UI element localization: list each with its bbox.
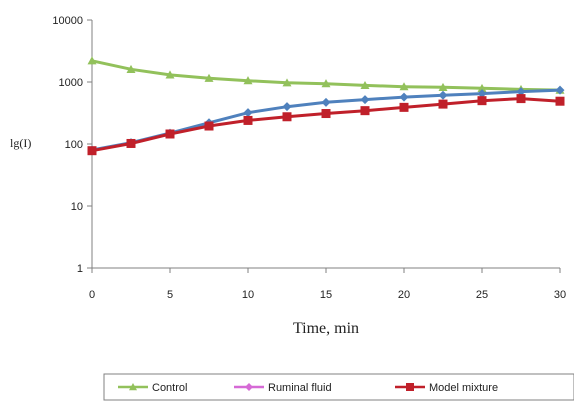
data-point	[165, 129, 175, 139]
data-point	[555, 96, 565, 106]
data-point	[321, 109, 331, 119]
legend-marker	[245, 383, 253, 391]
data-point	[126, 64, 136, 73]
data-point	[282, 78, 292, 87]
legend-label: Model mixture	[429, 382, 498, 394]
x-tick-label: 30	[554, 289, 566, 301]
data-point	[477, 96, 487, 106]
x-tick-label: 0	[89, 289, 95, 301]
data-point	[438, 90, 448, 100]
series-0	[87, 56, 565, 94]
data-point	[165, 70, 175, 79]
data-point	[204, 121, 214, 131]
data-point	[477, 89, 487, 99]
data-point	[399, 92, 409, 102]
y-tick-group: 1 10 100 1000 10000	[52, 15, 92, 275]
y-tick-label: 10	[71, 201, 83, 213]
data-point	[243, 76, 253, 85]
y-axis-label: lg(I)	[10, 136, 31, 150]
data-point	[360, 80, 370, 90]
data-point	[282, 112, 292, 122]
legend-marker	[406, 383, 414, 391]
y-tick-label: 1	[77, 263, 83, 275]
data-point	[516, 94, 526, 104]
data-point	[516, 87, 526, 97]
data-point	[477, 83, 487, 92]
data-point	[360, 106, 370, 116]
data-point	[87, 56, 97, 65]
chart-axes	[91, 20, 560, 269]
data-point	[321, 97, 331, 107]
x-tick-group: 0 5 10 15 20 25 30	[89, 268, 566, 301]
y-tick-label: 1000	[59, 77, 83, 89]
y-tick-label: 100	[65, 139, 83, 151]
data-point	[126, 138, 136, 148]
data-point	[438, 99, 448, 109]
data-point	[360, 95, 370, 105]
data-point	[243, 115, 253, 125]
x-tick-label: 10	[242, 289, 254, 301]
data-point	[243, 108, 253, 118]
data-point	[399, 82, 409, 91]
legend: Control Ruminal fluid Model mixture	[103, 373, 574, 401]
legend-box	[103, 373, 574, 401]
legend-marker	[129, 383, 137, 391]
data-point	[555, 85, 565, 95]
data-point	[438, 82, 448, 91]
x-tick-label: 15	[320, 289, 332, 301]
data-point	[87, 146, 97, 156]
legend-label: Control	[152, 382, 187, 394]
series-2	[87, 94, 565, 156]
x-tick-label: 5	[167, 289, 173, 301]
data-point	[321, 79, 331, 88]
series-1	[87, 85, 565, 155]
x-tick-label: 20	[398, 289, 410, 301]
data-point	[399, 102, 409, 112]
data-point	[204, 73, 214, 82]
x-axis-label: Time, min	[293, 320, 359, 337]
y-tick-label: 10000	[52, 15, 83, 27]
x-tick-label: 25	[476, 289, 488, 301]
series-layer	[87, 56, 565, 156]
data-point	[282, 102, 292, 112]
legend-label: Ruminal fluid	[268, 382, 332, 394]
